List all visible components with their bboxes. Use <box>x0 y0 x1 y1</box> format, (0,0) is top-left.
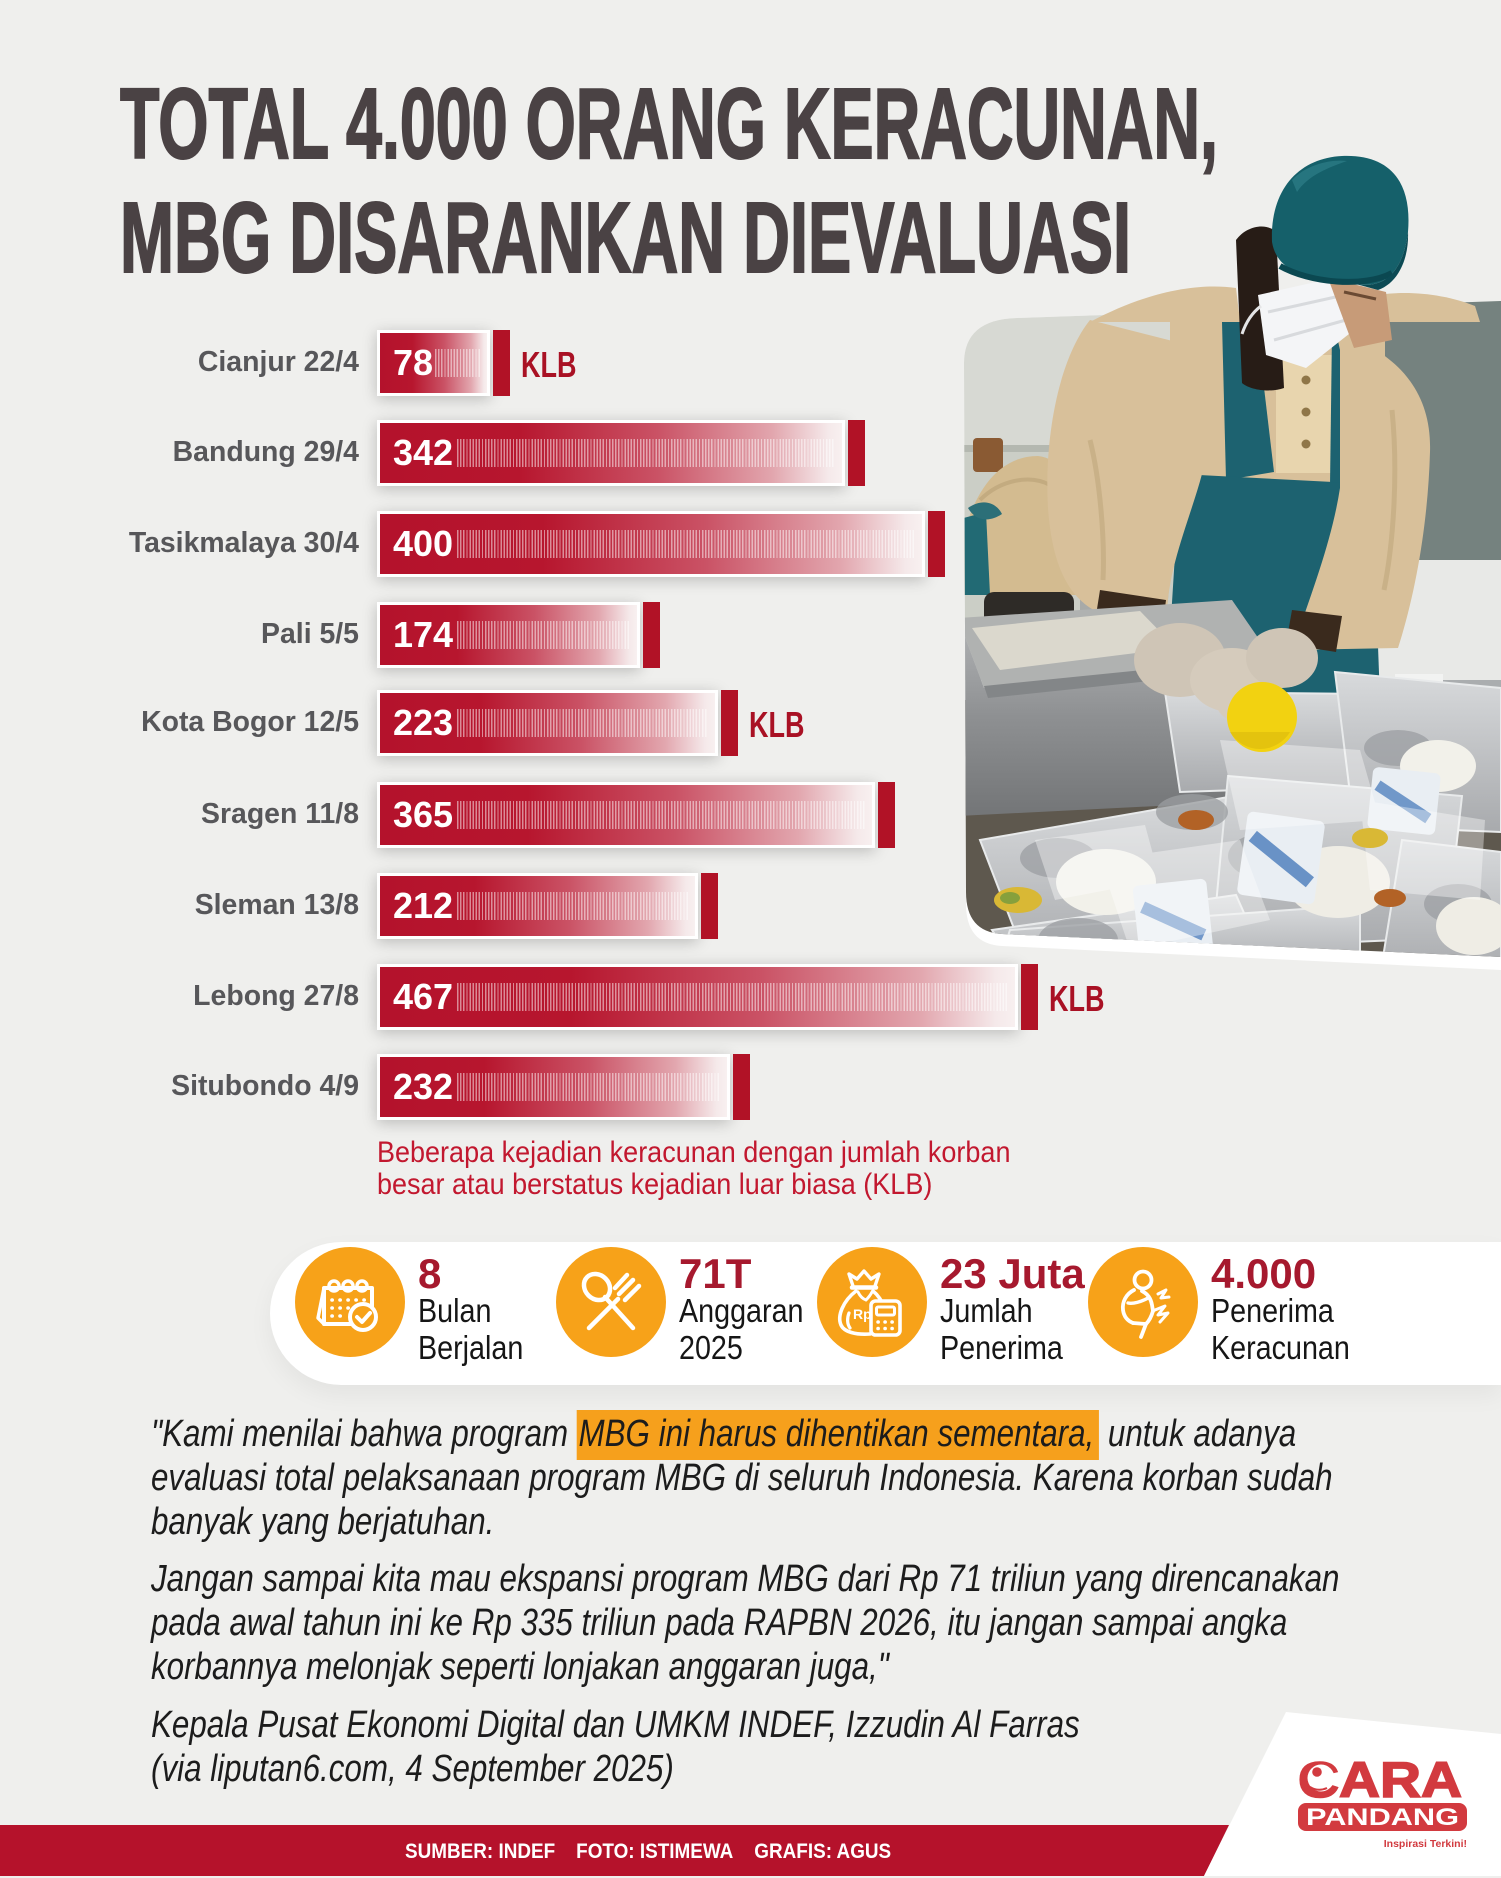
svg-text:TOTAL 4.000 ORANG KERACUNAN,: TOTAL 4.000 ORANG KERACUNAN, <box>120 68 1218 180</box>
svg-text:MBG DISARANKAN DIEVALUASI: MBG DISARANKAN DIEVALUASI <box>120 182 1131 294</box>
svg-text:PANDANG: PANDANG <box>1306 1804 1459 1831</box>
svg-text:Inspirasi Terkini!: Inspirasi Terkini! <box>1384 1838 1467 1850</box>
svg-text:Rp: Rp <box>853 1306 872 1322</box>
